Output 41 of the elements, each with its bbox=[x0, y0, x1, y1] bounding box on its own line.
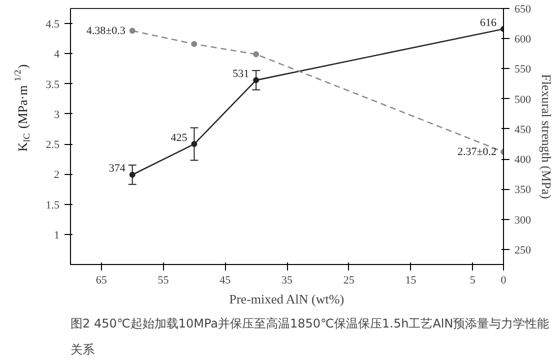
y-tick-label: 1.5 bbox=[46, 199, 60, 212]
y2-tick-label: 300 bbox=[514, 214, 532, 226]
point bbox=[191, 41, 198, 48]
x-tick-label: 45 bbox=[220, 274, 232, 286]
y2-tick-label: 350 bbox=[514, 184, 532, 196]
x-tick-label: 55 bbox=[158, 274, 170, 286]
x-tick-label: 35 bbox=[282, 274, 293, 286]
y2-tick-label: 400 bbox=[514, 154, 532, 166]
y2-tick-label: 450 bbox=[514, 124, 532, 136]
y2-tick-label: 550 bbox=[514, 64, 532, 76]
y2-tick-label: 650 bbox=[514, 4, 532, 16]
y-tick-label: 2 bbox=[54, 169, 60, 182]
y2-tick-label: 500 bbox=[514, 94, 532, 106]
point bbox=[191, 141, 198, 148]
y-tick-label: 4 bbox=[54, 48, 60, 61]
data-label: 2.37±0.2 bbox=[457, 146, 497, 158]
caption: 图2 450℃起始加载10MPa并保压至高温1850℃保温保压1.5h工艺AlN预添量与力学性能关系 bbox=[70, 316, 550, 356]
data-label: 4.38±0.3 bbox=[86, 24, 126, 37]
x-tick-label: 5 bbox=[470, 274, 476, 286]
y-tick-label: 2.5 bbox=[46, 139, 60, 152]
x-tick-label: 0 bbox=[500, 274, 507, 286]
y-axis-title: KIC (MPa·m1/2) bbox=[12, 64, 32, 152]
x-tick-label: 65 bbox=[96, 274, 108, 286]
x-axis-title: Pre-mixed AlN (wt%) bbox=[229, 292, 344, 306]
x-tick-label: 15 bbox=[405, 274, 417, 286]
data-label: 425 bbox=[170, 132, 188, 144]
y-tick-label: 3 bbox=[54, 108, 60, 121]
point bbox=[129, 28, 136, 34]
data-label: 374 bbox=[108, 162, 126, 175]
point bbox=[253, 77, 260, 84]
y-tick-label: 4.5 bbox=[46, 18, 60, 31]
point bbox=[253, 51, 260, 58]
y2-tick-label: 250 bbox=[514, 244, 532, 256]
y-tick-label: 3.5 bbox=[46, 78, 60, 91]
x-tick-label: 25 bbox=[343, 274, 355, 286]
y-tick-label: 1 bbox=[54, 229, 60, 242]
y2-tick-label: 600 bbox=[514, 34, 532, 46]
point bbox=[129, 172, 136, 178]
data-label: 616 bbox=[480, 16, 497, 29]
data-label: 531 bbox=[232, 68, 250, 80]
y2-axis-title: Flexural strength (MPa) bbox=[539, 74, 554, 199]
